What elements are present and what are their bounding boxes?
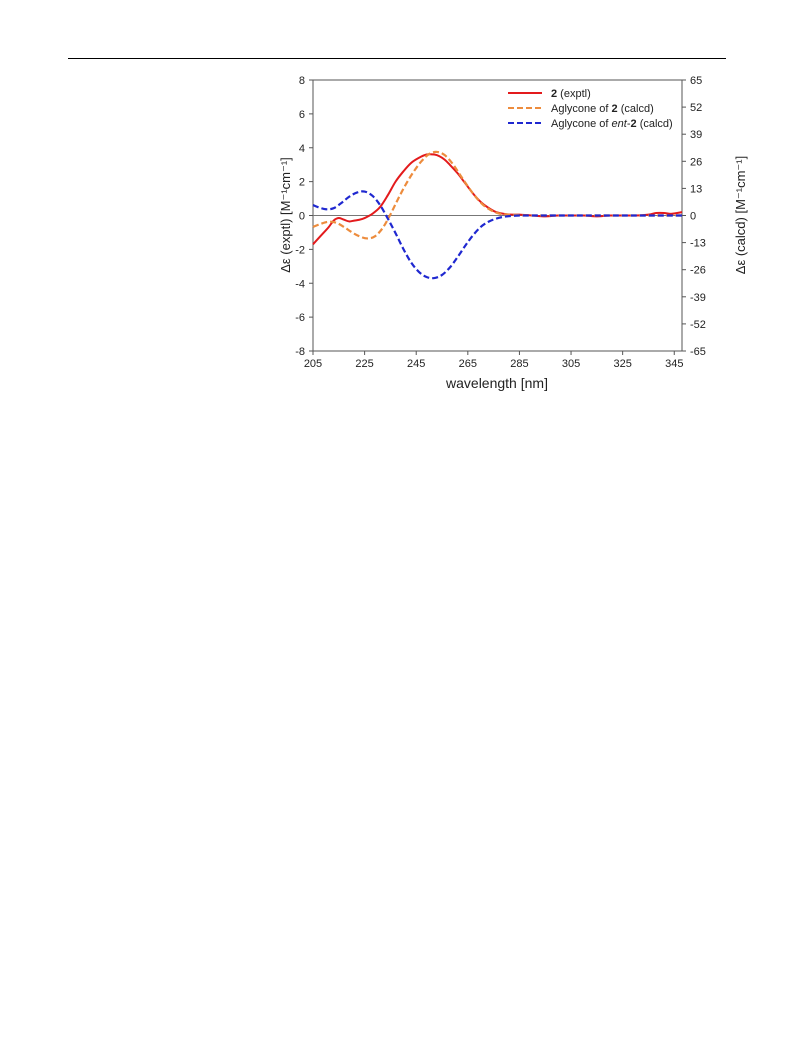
page-header-rule xyxy=(68,58,726,59)
right-y-tick-label: 52 xyxy=(690,102,702,114)
right-y-tick-label: -65 xyxy=(690,346,706,358)
x-tick-label: 245 xyxy=(407,358,425,370)
left-y-tick-label: 0 xyxy=(299,211,305,223)
left-y-tick-label: -8 xyxy=(295,346,305,358)
x-tick-label: 205 xyxy=(304,358,322,370)
series-layer xyxy=(312,150,683,280)
right-y-tick-label: 39 xyxy=(690,129,702,141)
legend: 2 (exptl) Aglycone of 2 (calcd) Aglycone o… xyxy=(508,88,673,130)
right-y-tick-label: -26 xyxy=(690,265,706,277)
right-y-tick-label: -13 xyxy=(690,238,706,250)
legend-label: Aglycone of ent-2 (calcd) xyxy=(551,118,673,130)
right-y-axis-ticks: 65 52 39 26 13 0 -13 -26 -39 -52 -65 xyxy=(682,75,706,358)
x-tick-label: 345 xyxy=(665,358,683,370)
x-axis-ticks: 205 225 245 265 285 305 325 345 xyxy=(304,351,683,370)
legend-entry-ent-aglycone-calcd: Aglycone of ent-2 (calcd) xyxy=(508,118,673,130)
x-tick-label: 305 xyxy=(562,358,580,370)
x-tick-label: 225 xyxy=(355,358,373,370)
right-y-axis-title: Δε (calcd) [M⁻¹cm⁻¹] xyxy=(733,156,748,274)
left-y-tick-label: -2 xyxy=(295,244,305,256)
legend-label: 2 (exptl) xyxy=(551,88,591,100)
left-y-axis-ticks: 8 6 4 2 0 -2 -4 -6 -8 xyxy=(295,75,313,358)
left-y-tick-label: -4 xyxy=(295,278,305,290)
left-y-tick-label: 2 xyxy=(299,177,305,189)
right-y-tick-label: 0 xyxy=(690,211,696,223)
legend-entry-aglycone-calcd: Aglycone of 2 (calcd) xyxy=(508,103,654,115)
left-y-tick-label: 8 xyxy=(299,75,305,87)
right-y-tick-label: 13 xyxy=(690,183,702,195)
left-y-axis-title: Δε (exptl) [M⁻¹cm⁻¹] xyxy=(278,157,293,273)
x-tick-label: 265 xyxy=(459,358,477,370)
series-exptl-line xyxy=(312,153,683,245)
left-y-tick-label: 4 xyxy=(299,143,305,155)
right-y-tick-label: 26 xyxy=(690,156,702,168)
legend-entry-exptl: 2 (exptl) xyxy=(508,88,591,100)
right-y-tick-label: -39 xyxy=(690,292,706,304)
right-y-tick-label: 65 xyxy=(690,75,702,87)
x-tick-label: 285 xyxy=(510,358,528,370)
left-y-tick-label: 6 xyxy=(299,109,305,121)
left-y-tick-label: -6 xyxy=(295,312,305,324)
cd-spectrum-chart: 205 225 245 265 285 305 325 345 8 6 4 2 0 -2 -4 -6 -8 6… xyxy=(278,75,748,391)
legend-label: Aglycone of 2 (calcd) xyxy=(551,103,654,115)
right-y-tick-label: -52 xyxy=(690,319,706,331)
x-tick-label: 325 xyxy=(613,358,631,370)
series-ent-aglycone-calcd-line xyxy=(312,190,682,280)
series-aglycone-calcd-line xyxy=(312,150,682,240)
x-axis-title: wavelength [nm] xyxy=(445,375,548,391)
